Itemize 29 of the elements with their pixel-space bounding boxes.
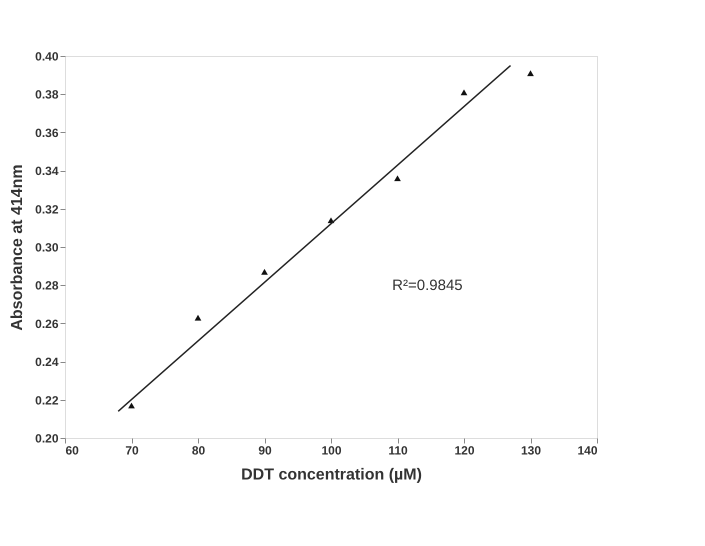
y-tick-label: 0.32 <box>35 202 59 216</box>
y-tick-label: 0.26 <box>35 316 59 331</box>
point <box>394 175 401 182</box>
x-tick-label: 60 <box>66 444 80 458</box>
y-tick-label: 0.22 <box>35 393 59 408</box>
y-axis-title: Absorbance at 414nm <box>9 164 26 331</box>
point <box>261 268 268 275</box>
y-tick-label: 0.28 <box>35 278 59 293</box>
y-tick-label: 0.20 <box>35 432 59 446</box>
x-tick-label: 130 <box>520 444 542 458</box>
y-tick-label: 0.24 <box>35 355 59 370</box>
point <box>460 89 468 96</box>
point <box>527 70 534 76</box>
point <box>128 402 135 408</box>
point <box>194 314 202 321</box>
y-tick-label: 0.36 <box>35 126 59 140</box>
x-tick-label: 140 <box>577 444 598 458</box>
x-axis-title: DDT concentration (µM) <box>241 466 422 484</box>
x-tick-label: 120 <box>454 444 475 458</box>
y-tick-label: 0.38 <box>35 88 59 102</box>
annotation: R²=0.9845 <box>392 277 463 294</box>
y-tick-label: 0.40 <box>35 50 59 64</box>
x-tick-label: 90 <box>258 444 272 458</box>
y-tick-label: 0.30 <box>35 240 59 254</box>
x-tick-label: 80 <box>192 444 206 458</box>
x-tick-label: 70 <box>125 444 139 458</box>
x-tick-label: 100 <box>321 444 342 458</box>
x-tick-label: 110 <box>388 444 408 458</box>
y-tick-label: 0.34 <box>35 164 59 178</box>
